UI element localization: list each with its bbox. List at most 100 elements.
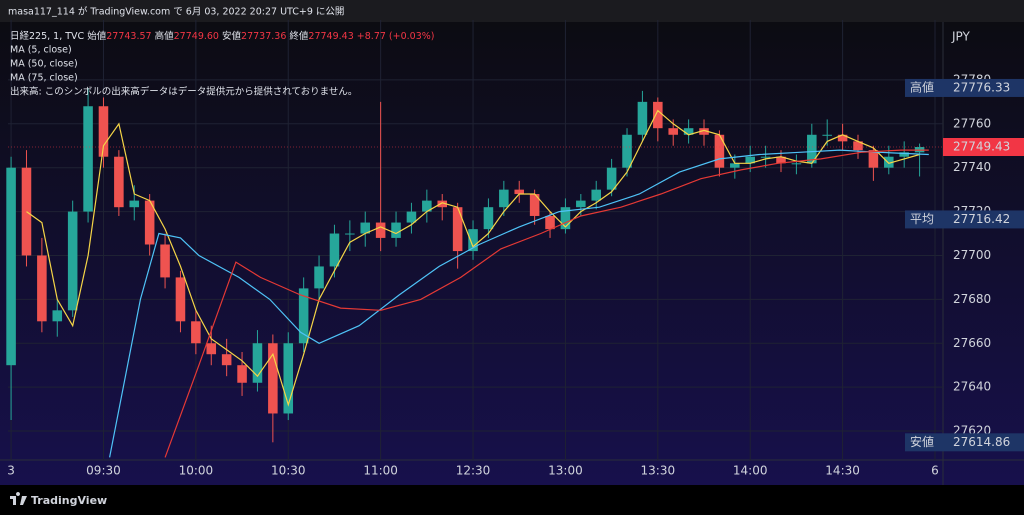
candle-body <box>221 354 232 366</box>
candle-body <box>21 167 32 256</box>
candle-body <box>622 134 632 168</box>
candle-body <box>252 343 263 383</box>
x-tick-label: 14:30 <box>825 464 860 478</box>
y-tick-label: 27660 <box>953 336 991 350</box>
ohlc-value: 27737.36 <box>241 31 286 42</box>
price-label-value: 27614.86 <box>953 435 1010 449</box>
candle-body <box>114 156 124 208</box>
candle-body <box>529 194 540 216</box>
moving-average-line <box>109 149 929 458</box>
candle-body <box>237 365 247 383</box>
candle-body <box>98 106 109 157</box>
publish-info: masa117_114 が TradingView.com で 6月 03, 2… <box>8 6 344 18</box>
candle-body <box>884 156 894 168</box>
candle-body <box>314 266 324 289</box>
price-label-box <box>905 433 1024 452</box>
ohlc-value: 27749.43 <box>308 31 353 42</box>
candle-body <box>822 134 832 136</box>
price-label-name: 高値 <box>910 79 934 94</box>
candle-body <box>468 229 478 252</box>
last-price-value: 27749.43 <box>953 139 1010 153</box>
candle-body <box>560 207 571 230</box>
legend-entry: MA (5, close) <box>10 45 72 56</box>
y-tick-label: 27640 <box>953 380 991 394</box>
candle-body <box>853 141 863 151</box>
candle-body <box>206 343 217 355</box>
candle-body <box>6 167 16 366</box>
candle-body <box>422 200 432 212</box>
price-label-value: 27776.33 <box>953 80 1010 94</box>
candle-body <box>576 200 586 208</box>
candle-body <box>483 207 494 230</box>
change: +8.77 (+0.03%) <box>357 31 435 42</box>
x-tick-label: 11:00 <box>363 464 398 478</box>
ohlc-name: 始値 <box>87 30 107 42</box>
moving-average-line <box>26 109 920 407</box>
candle-body <box>37 255 47 322</box>
candle-body <box>52 310 63 322</box>
candle-body <box>899 152 909 157</box>
candle-body <box>514 189 525 195</box>
candle-body <box>760 156 771 158</box>
price-label-box <box>905 210 1024 229</box>
legend-entry: MA (50, close) <box>10 59 78 70</box>
x-tick-label: 09:30 <box>86 464 121 478</box>
candle-body <box>283 343 294 414</box>
candle-body <box>160 244 170 278</box>
symbol: 日経225, 1, TVC <box>10 30 85 42</box>
candle-body <box>637 101 648 135</box>
volume-note: 出来高: このシンボルの出来高データはデータ提供元から提供されておりません。 <box>10 86 357 98</box>
x-tick-label: 6 <box>931 464 939 478</box>
candle-body <box>83 106 93 212</box>
candle-body <box>67 211 78 311</box>
candle-body <box>391 222 401 238</box>
candle-body <box>807 134 817 164</box>
candle-body <box>699 128 709 135</box>
x-tick-label: 3 <box>7 464 15 478</box>
chart-area <box>0 22 1024 485</box>
brand-name: TradingView <box>31 494 107 507</box>
candle-body <box>191 321 201 344</box>
price-label-value: 27716.42 <box>953 212 1010 226</box>
ohlc-value: 27743.57 <box>106 31 151 42</box>
moving-average-line <box>164 149 929 458</box>
legend-entry: MA (75, close) <box>10 73 78 84</box>
candle-body <box>745 156 755 164</box>
x-tick-label: 12:30 <box>456 464 491 478</box>
candle-body <box>591 189 601 201</box>
last-price-box <box>943 137 1024 156</box>
x-tick-label: 14:00 <box>733 464 768 478</box>
candle-body <box>268 343 278 414</box>
candle-body <box>298 288 309 344</box>
candle-body <box>868 150 879 168</box>
y-tick-label: 27740 <box>953 160 991 174</box>
candle-body <box>683 128 694 135</box>
price-labels: 2762027640276602768027700277202774027760… <box>7 72 1024 478</box>
candle-body <box>545 215 555 230</box>
price-label-name: 平均 <box>910 212 934 226</box>
candle-body <box>837 134 848 142</box>
candle-body <box>406 211 417 223</box>
price-label-box <box>905 78 1024 97</box>
x-tick-label: 10:30 <box>271 464 306 478</box>
candle-body <box>329 233 340 267</box>
candle-body <box>668 128 678 135</box>
y-tick-label: 27760 <box>953 116 991 130</box>
candle-body <box>714 134 725 168</box>
x-tick-label: 13:00 <box>548 464 583 478</box>
candle-body <box>360 222 371 234</box>
ohlc-value: 27749.60 <box>174 31 219 42</box>
candle-body <box>175 277 186 322</box>
plot <box>6 87 943 458</box>
candle-body <box>499 189 509 208</box>
candle-body <box>730 163 740 168</box>
top-bar <box>0 0 1024 22</box>
candle-body <box>144 200 155 245</box>
candle-body <box>375 222 386 238</box>
x-tick-label: 13:30 <box>641 464 676 478</box>
ohlc-name: 終値 <box>289 30 309 42</box>
legend-ohlc: 日経225, 1, TVC 始値27743.57 高値27749.60 安値27… <box>10 30 434 42</box>
price-label-name: 安値 <box>910 434 934 449</box>
candle-body <box>653 101 663 129</box>
